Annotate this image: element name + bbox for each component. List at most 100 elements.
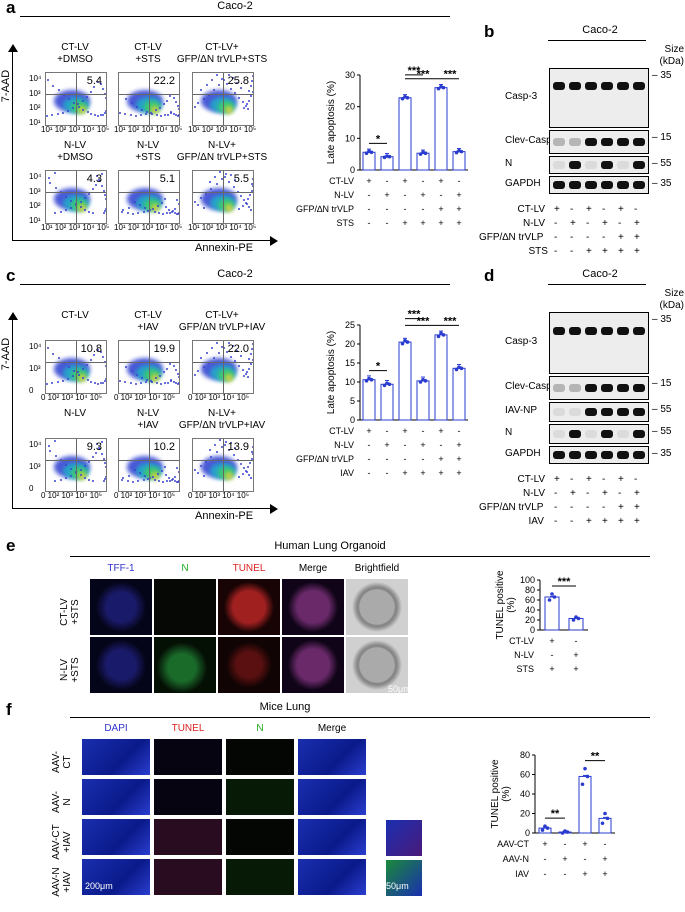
scatter-dot bbox=[140, 382, 143, 385]
late-apoptosis-percent: 5.4 bbox=[86, 75, 102, 87]
panel-c-x-ticks: 0 10² 10³ 10⁴ 10⁵ bbox=[114, 393, 176, 402]
data-point bbox=[423, 379, 428, 383]
data-point bbox=[382, 383, 387, 388]
data-point bbox=[547, 598, 552, 602]
panel-e-title: Human Lung Organoid bbox=[274, 540, 386, 552]
scatter-dot bbox=[163, 114, 166, 117]
scatter-dot bbox=[57, 357, 60, 360]
scatter-dot bbox=[46, 347, 49, 350]
protein-band bbox=[633, 384, 645, 392]
condition-sign: + bbox=[402, 218, 407, 228]
panel-d-condition-sign: - bbox=[602, 502, 606, 513]
bar bbox=[578, 775, 592, 834]
scatter-dot bbox=[150, 379, 153, 382]
protein-band bbox=[553, 327, 565, 335]
quadrant-line-horizontal bbox=[193, 93, 253, 95]
scatter-dot bbox=[73, 102, 76, 105]
protein-band bbox=[633, 82, 645, 91]
panel-c-x-ticks: 0 10² 10³ 10⁴ 10⁵ bbox=[41, 393, 103, 402]
data-point bbox=[418, 152, 423, 156]
protein-band bbox=[553, 138, 565, 146]
scatter-dot bbox=[216, 341, 219, 344]
scatter-dot bbox=[88, 210, 91, 213]
panel-d-condition-sign: + bbox=[570, 488, 576, 499]
panel-a-y-tick: 10¹ bbox=[29, 216, 41, 225]
scatter-dot bbox=[105, 198, 106, 201]
scatter-dot bbox=[252, 442, 253, 445]
protein-band bbox=[617, 181, 629, 189]
data-point bbox=[436, 334, 441, 339]
scatter-dot bbox=[176, 467, 179, 470]
panel-a-title-line bbox=[20, 16, 450, 17]
scatter-dot bbox=[105, 208, 106, 210]
scatter-dot bbox=[102, 87, 105, 90]
scatter-dot bbox=[173, 211, 176, 214]
y-tick-label: 10 bbox=[345, 133, 355, 143]
panel-d-condition-sign: - bbox=[602, 474, 606, 485]
scatter-dot bbox=[101, 113, 104, 116]
panel-f-micrograph bbox=[298, 819, 366, 855]
scatter-dot bbox=[156, 473, 159, 476]
scatter-dot bbox=[252, 343, 253, 346]
scatter-dot bbox=[216, 73, 219, 76]
panel-d-condition-sign: + bbox=[618, 516, 624, 527]
bar bbox=[598, 817, 612, 834]
scatter-dot bbox=[211, 346, 214, 349]
scatter-dot bbox=[130, 370, 133, 373]
panel-b-condition-sign: - bbox=[602, 232, 606, 243]
panel-d-blot-strip bbox=[549, 376, 649, 400]
scatter-dot bbox=[229, 174, 232, 177]
scatter-dot bbox=[250, 476, 253, 479]
scatter-dot bbox=[65, 477, 68, 480]
scatter-dot bbox=[105, 107, 106, 110]
scatter-dot bbox=[199, 196, 202, 199]
data-point bbox=[364, 379, 369, 383]
quadrant-line-vertical bbox=[223, 73, 224, 125]
panel-c-y-tick: 10³ bbox=[29, 462, 41, 471]
condition-sign: - bbox=[575, 636, 578, 646]
data-point bbox=[441, 85, 446, 90]
scatter-dot bbox=[250, 189, 253, 192]
protein-band bbox=[617, 327, 629, 335]
y-tick-label: 0 bbox=[530, 625, 535, 635]
panel-e-column-header: Brightfield bbox=[354, 563, 400, 574]
scatter-dot bbox=[252, 447, 253, 450]
condition-sign: - bbox=[458, 426, 461, 436]
condition-row-label: IAV bbox=[515, 869, 529, 879]
y-tick-label: 100 bbox=[520, 575, 535, 585]
protein-band bbox=[585, 451, 597, 459]
scatter-dot bbox=[238, 207, 241, 210]
bar bbox=[452, 151, 466, 171]
scatter-dot bbox=[166, 99, 169, 102]
late-apoptosis-percent: 13.9 bbox=[227, 441, 249, 453]
scatter-density-cluster bbox=[150, 204, 160, 212]
panel-c-x-ticks: 0 10² 10³ 10⁴ 10⁵ bbox=[114, 491, 176, 500]
scatter-dot bbox=[159, 382, 162, 385]
panel-a-scatter-plot: 4.3 bbox=[45, 170, 107, 224]
panel-b-condition-sign: + bbox=[618, 232, 624, 243]
significance-label: * bbox=[376, 133, 381, 145]
scatter-dot bbox=[162, 103, 165, 106]
panel-b-condition-sign: + bbox=[570, 218, 576, 229]
scatter-dot bbox=[163, 382, 166, 385]
panel-d-band-label: N bbox=[505, 427, 513, 438]
panel-d-condition-sign: - bbox=[554, 516, 558, 527]
scatter-dot bbox=[135, 382, 138, 385]
panel-d-label: d bbox=[484, 266, 495, 285]
scatter-dot bbox=[139, 204, 142, 207]
scatter-dot bbox=[176, 104, 179, 107]
protein-band bbox=[601, 181, 613, 189]
scatter-dot bbox=[147, 477, 150, 480]
scatter-dot bbox=[161, 480, 164, 483]
condition-sign: + bbox=[602, 854, 607, 864]
panel-b-blot-strip bbox=[549, 130, 649, 154]
condition-sign: - bbox=[386, 218, 389, 228]
scatter-dot bbox=[202, 474, 205, 477]
scatter-dot bbox=[241, 205, 244, 208]
scatter-dot bbox=[166, 367, 169, 370]
scatter-dot bbox=[178, 378, 179, 381]
protein-band bbox=[633, 138, 645, 146]
condition-sign: + bbox=[573, 664, 578, 674]
late-apoptosis-percent: 25.8 bbox=[227, 75, 249, 87]
panel-b-condition-sign: - bbox=[570, 232, 574, 243]
